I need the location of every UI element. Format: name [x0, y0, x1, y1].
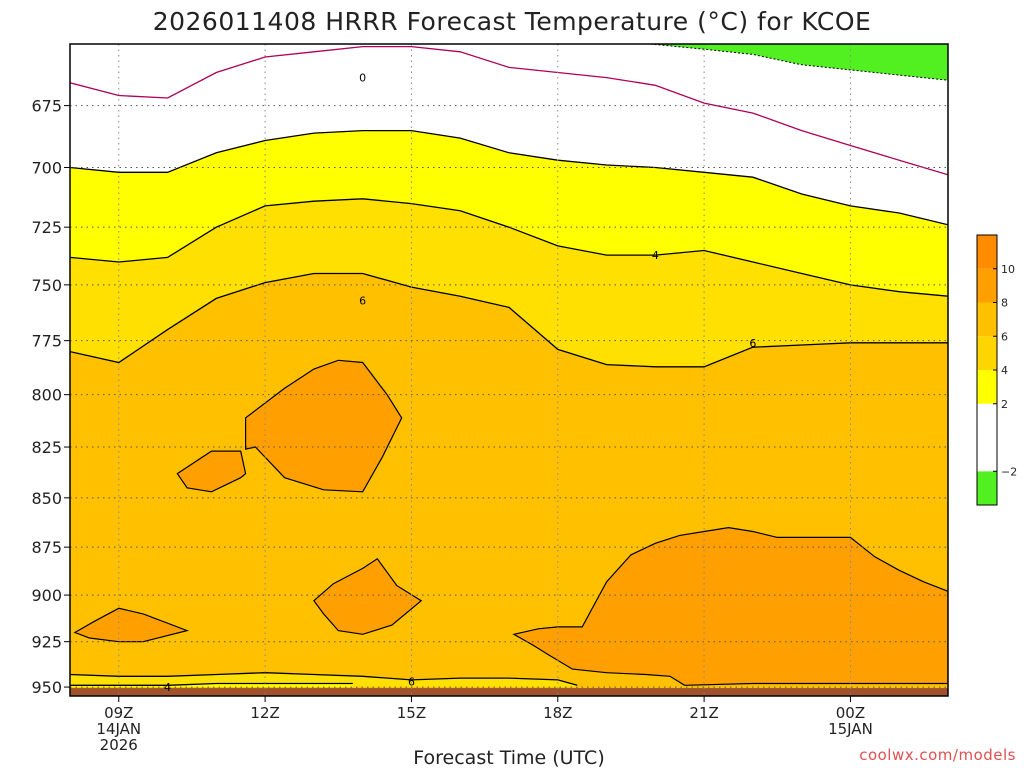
x-tick-date-label-15JAN: 15JAN — [828, 720, 873, 738]
colorbar-swatch-4 — [977, 302, 997, 337]
y-tick-label-675: 675 — [31, 97, 62, 116]
x-tick-label-12Z: 12Z — [250, 704, 279, 722]
plus-six-line — [70, 272, 948, 368]
plot-frame — [69, 43, 949, 697]
y-tick-label-825: 825 — [31, 438, 62, 457]
contour-label-5: 6 — [408, 676, 415, 689]
y-tick-label-900: 900 — [31, 586, 62, 605]
colorbar-swatch-5 — [977, 268, 997, 303]
y-tick-label-700: 700 — [31, 158, 62, 177]
warm-pocket-right — [512, 526, 948, 686]
y-tick-label-725: 725 — [31, 218, 62, 237]
contour-label-3: 6 — [749, 337, 756, 350]
contour-label-text: 6 — [408, 676, 415, 689]
y-tick-label-800: 800 — [31, 386, 62, 405]
chart-title: 2026011408 HRRR Forecast Temperature (°C… — [153, 7, 872, 36]
contour-label-text: 6 — [359, 295, 366, 308]
x-tick-label-21Z: 21Z — [689, 704, 718, 722]
colorbar-label-4: 8 — [1001, 297, 1008, 310]
plot-area: 0 4 6 6 4 6 — [70, 44, 948, 696]
low-level-six-line — [70, 672, 578, 686]
colorbar-swatch-6 — [977, 235, 997, 269]
y-tick-label-875: 875 — [31, 538, 62, 557]
contour-label-text: 6 — [749, 337, 756, 350]
x-axis-label: Forecast Time (UTC) — [413, 747, 604, 768]
warm-pocket-low-left — [73, 607, 190, 643]
contour-label-4: 4 — [164, 681, 171, 694]
x-tick-date-label-2026: 2026 — [100, 736, 138, 754]
colorbar-swatch-3 — [977, 336, 997, 370]
contour-label-0: 0 — [359, 72, 366, 85]
low-level-band-4-to-6 — [70, 672, 578, 688]
colorbar-label-0: −2 — [1001, 465, 1017, 478]
credit-text: coolwx.com/models — [859, 746, 1016, 764]
colorbar-label-5: 10 — [1001, 263, 1015, 276]
low-level-four-line — [70, 682, 353, 686]
green-cold-corner-edge — [650, 44, 948, 81]
contour-label-text: 4 — [164, 681, 171, 694]
warm-pocket-mid — [313, 557, 423, 635]
x-tick-label-00Z: 00Z — [836, 704, 865, 722]
ground-fill — [70, 688, 948, 696]
colorbar-swatch-2 — [977, 370, 997, 404]
colorbar-label-3: 6 — [1001, 330, 1008, 343]
colorbar-swatch-1 — [977, 403, 997, 472]
x-tick-label-18Z: 18Z — [543, 704, 572, 722]
contour-label-1: 4 — [652, 249, 659, 262]
green-cold-corner-fill — [650, 44, 948, 81]
warm-pocket-small — [176, 450, 247, 493]
colorbar-label-1: 2 — [1001, 398, 1008, 411]
warm-pocket-upper — [245, 359, 403, 493]
colorbar-label-2: 4 — [1001, 364, 1008, 377]
y-tick-label-850: 850 — [31, 489, 62, 508]
contour-label-2: 6 — [359, 295, 366, 308]
low-level-band-2-to-4 — [70, 683, 353, 688]
colorbar-swatch-0 — [977, 471, 997, 505]
x-tick-label-15Z: 15Z — [397, 704, 426, 722]
x-tick-label-09Z: 09Z — [104, 704, 133, 722]
y-tick-label-775: 775 — [31, 332, 62, 351]
y-tick-label-950: 950 — [31, 678, 62, 697]
contour-label-text: 0 — [359, 72, 366, 85]
x-tick-date-label-14JAN: 14JAN — [96, 720, 141, 738]
zero-line — [70, 45, 948, 176]
y-tick-label-925: 925 — [31, 633, 62, 652]
plus-two-line — [70, 129, 948, 226]
contour-label-text: 4 — [652, 249, 659, 262]
y-tick-label-750: 750 — [31, 276, 62, 295]
colorbar: −2 2 4 6 8 10 — [976, 234, 1017, 506]
band-0-to-2 — [70, 44, 948, 225]
plus-four-line — [70, 198, 948, 297]
